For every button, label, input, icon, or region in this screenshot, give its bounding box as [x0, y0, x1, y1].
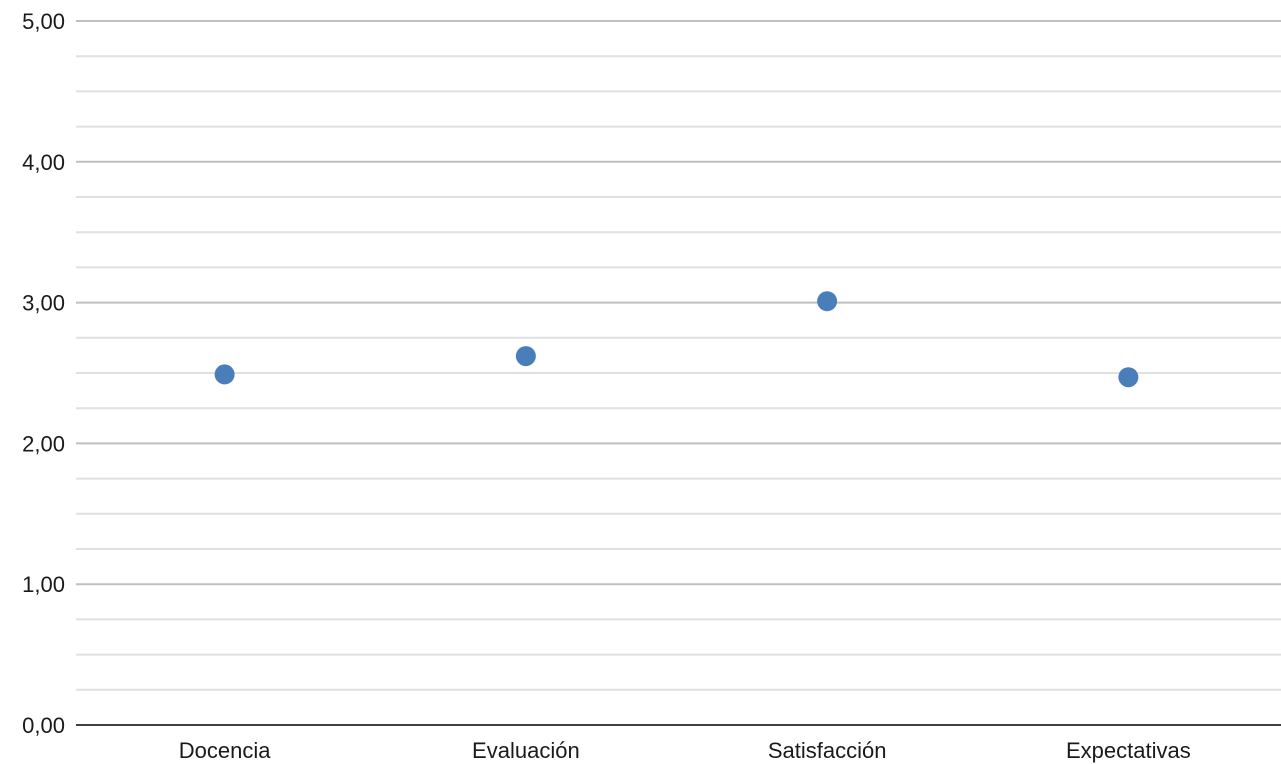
y-tick-label: 0,00	[22, 713, 65, 738]
minor-gridlines	[76, 55, 1281, 691]
y-tick-label: 5,00	[22, 9, 65, 34]
y-tick-label: 4,00	[22, 150, 65, 175]
x-axis-tick-labels: Docencia Evaluación Satisfacción Expectativ…	[179, 738, 1191, 763]
data-points	[214, 291, 1139, 388]
x-tick-label: Docencia	[179, 738, 271, 763]
x-tick-label: Evaluación	[472, 738, 580, 763]
x-tick-label: Expectativas	[1066, 738, 1191, 763]
y-axis-tick-labels: 0,00 1,00 2,00 3,00 4,00 5,00	[22, 9, 65, 738]
major-gridlines	[76, 20, 1281, 586]
data-point	[1118, 367, 1139, 388]
y-tick-label: 1,00	[22, 572, 65, 597]
y-tick-label: 3,00	[22, 291, 65, 316]
y-tick-label: 2,00	[22, 431, 65, 456]
data-point	[515, 346, 536, 367]
data-point	[817, 291, 838, 312]
x-tick-label: Satisfacción	[768, 738, 887, 763]
data-point	[214, 364, 235, 385]
